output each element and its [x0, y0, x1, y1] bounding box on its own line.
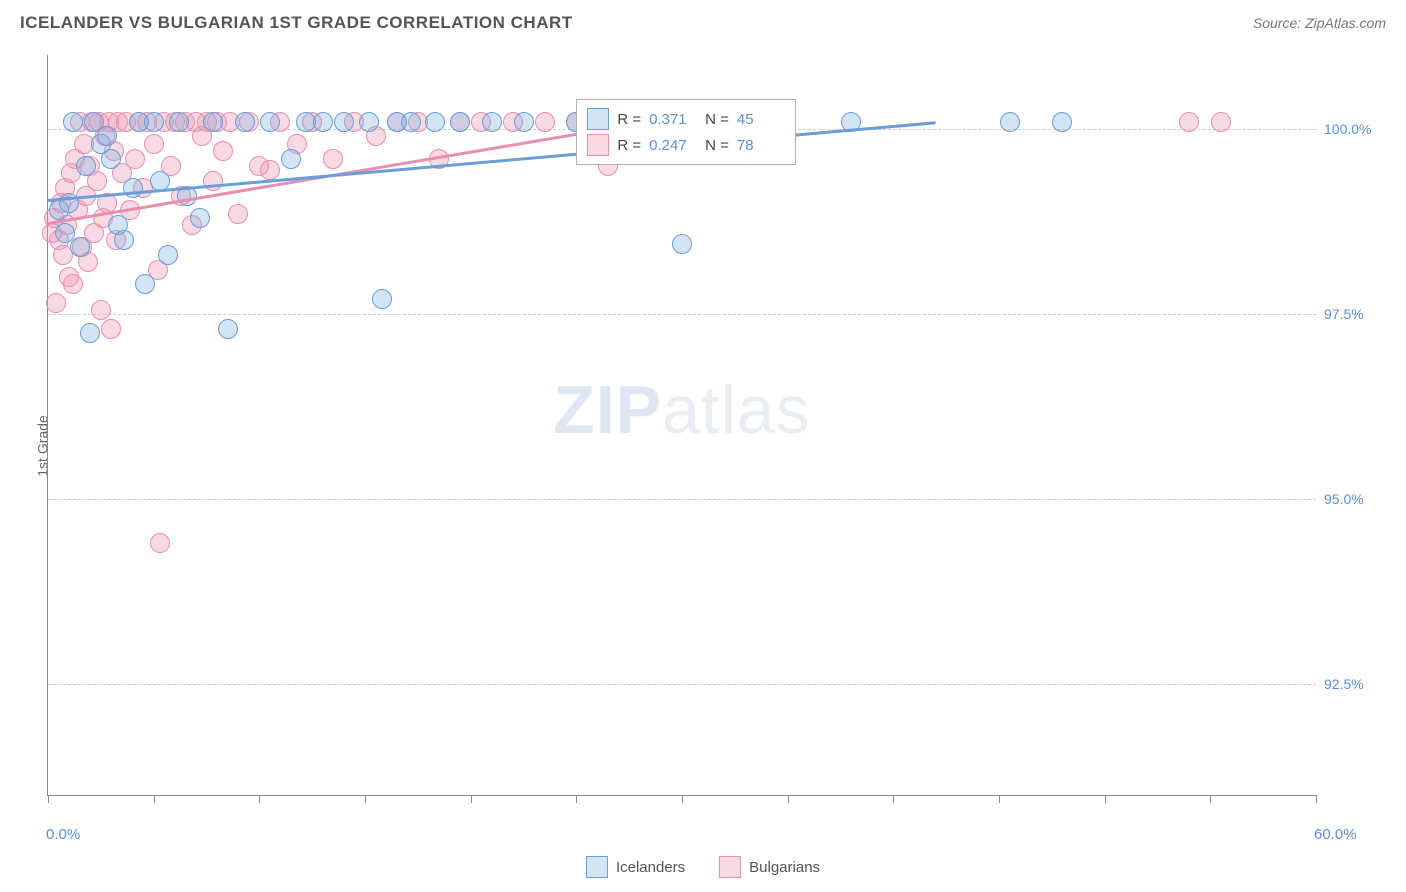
data-point [144, 134, 164, 154]
legend-item-bulgarians: Bulgarians [719, 856, 820, 878]
n-label: N = [705, 137, 729, 154]
x-tick [471, 795, 472, 803]
data-point [313, 112, 333, 132]
x-tick [788, 795, 789, 803]
x-tick [1316, 795, 1317, 803]
data-point [372, 289, 392, 309]
data-point [260, 112, 280, 132]
x-tick [576, 795, 577, 803]
n-value: 45 [737, 111, 785, 128]
x-tick-label: 60.0% [1314, 826, 1357, 843]
data-point [235, 112, 255, 132]
y-tick-label: 92.5% [1324, 676, 1394, 692]
x-tick-label: 0.0% [46, 826, 80, 843]
legend-label-icelanders: Icelanders [616, 859, 685, 876]
x-tick [893, 795, 894, 803]
gridline-h [48, 499, 1316, 500]
data-point [281, 149, 301, 169]
data-point [91, 300, 111, 320]
legend-swatch-icelanders [586, 856, 608, 878]
legend-item-icelanders: Icelanders [586, 856, 685, 878]
data-point [101, 319, 121, 339]
legend-swatch-bulgarians [719, 856, 741, 878]
scatter-plot-area: ZIPatlas 92.5%95.0%97.5%100.0%0.0%60.0%R… [47, 55, 1316, 796]
data-point [334, 112, 354, 132]
data-point [425, 112, 445, 132]
data-point [70, 237, 90, 257]
trend-line [48, 122, 936, 202]
stats-row: R = 0.247 N = 78 [587, 132, 785, 158]
data-point [150, 533, 170, 553]
chart-title: ICELANDER VS BULGARIAN 1ST GRADE CORRELA… [20, 13, 573, 33]
data-point [123, 178, 143, 198]
chart-header: ICELANDER VS BULGARIAN 1ST GRADE CORRELA… [0, 0, 1406, 46]
x-tick [999, 795, 1000, 803]
data-point [63, 274, 83, 294]
data-point [482, 112, 502, 132]
stats-swatch [587, 134, 609, 156]
watermark-atlas: atlas [662, 372, 811, 448]
data-point [535, 112, 555, 132]
r-label: R = [617, 111, 641, 128]
x-tick [1210, 795, 1211, 803]
watermark-zip: ZIP [553, 372, 662, 448]
r-value: 0.247 [649, 137, 697, 154]
data-point [169, 112, 189, 132]
data-point [401, 112, 421, 132]
data-point [514, 112, 534, 132]
stats-row: R = 0.371 N = 45 [587, 106, 785, 132]
data-point [203, 112, 223, 132]
data-point [1052, 112, 1072, 132]
r-label: R = [617, 137, 641, 154]
data-point [260, 160, 280, 180]
data-point [323, 149, 343, 169]
data-point [125, 149, 145, 169]
legend-label-bulgarians: Bulgarians [749, 859, 820, 876]
gridline-h [48, 314, 1316, 315]
x-tick [154, 795, 155, 803]
y-tick-label: 100.0% [1324, 121, 1394, 137]
legend: Icelanders Bulgarians [586, 856, 820, 878]
data-point [450, 112, 470, 132]
data-point [158, 245, 178, 265]
data-point [228, 204, 248, 224]
y-tick-label: 97.5% [1324, 306, 1394, 322]
data-point [1000, 112, 1020, 132]
stats-swatch [587, 108, 609, 130]
data-point [63, 112, 83, 132]
data-point [46, 293, 66, 313]
data-point [144, 112, 164, 132]
x-tick [48, 795, 49, 803]
data-point [672, 234, 692, 254]
r-value: 0.371 [649, 111, 697, 128]
x-tick [682, 795, 683, 803]
data-point [359, 112, 379, 132]
data-point [80, 323, 100, 343]
y-tick-label: 95.0% [1324, 491, 1394, 507]
data-point [114, 230, 134, 250]
data-point [218, 319, 238, 339]
data-point [1179, 112, 1199, 132]
x-tick [365, 795, 366, 803]
x-tick [1105, 795, 1106, 803]
data-point [101, 149, 121, 169]
stats-box: R = 0.371 N = 45 R = 0.247 N = 78 [576, 99, 796, 165]
data-point [135, 274, 155, 294]
n-value: 78 [737, 137, 785, 154]
data-point [97, 126, 117, 146]
n-label: N = [705, 111, 729, 128]
data-point [190, 208, 210, 228]
watermark: ZIPatlas [553, 371, 810, 449]
data-point [76, 156, 96, 176]
data-point [213, 141, 233, 161]
source-attribution: Source: ZipAtlas.com [1253, 15, 1386, 31]
x-tick [259, 795, 260, 803]
gridline-h [48, 684, 1316, 685]
data-point [203, 171, 223, 191]
data-point [1211, 112, 1231, 132]
